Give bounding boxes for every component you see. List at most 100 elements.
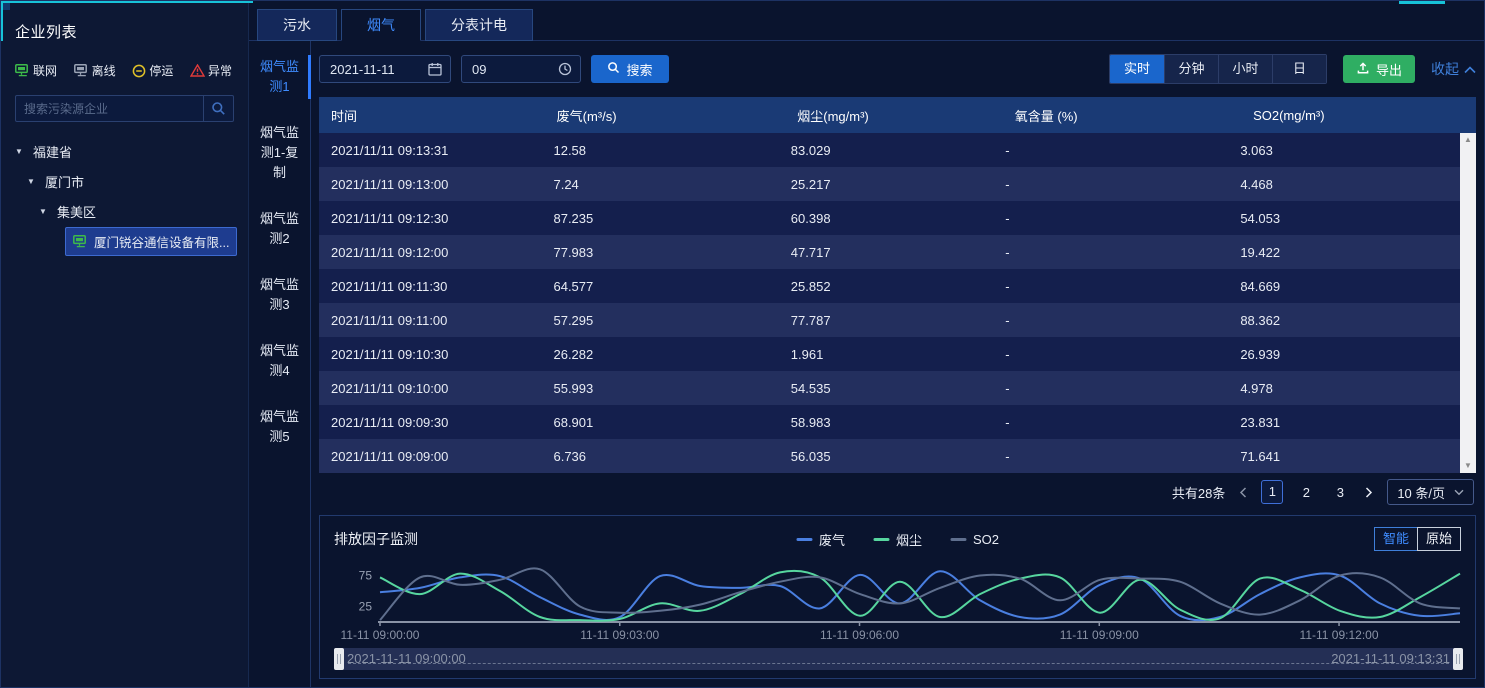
corner-accent <box>3 3 10 10</box>
tree-item[interactable]: ▼ 福建省 <box>15 136 234 166</box>
table-cell: 3.063 <box>1228 143 1460 158</box>
chart-mode-原始[interactable]: 原始 <box>1417 527 1461 551</box>
table-cell: 2021/11/11 09:11:00 <box>319 313 541 328</box>
next-page-icon[interactable] <box>1365 487 1373 498</box>
tab-污水[interactable]: 污水 <box>257 9 337 41</box>
legend-label: SO2 <box>973 532 999 547</box>
search-button[interactable]: 搜索 <box>591 55 669 83</box>
x-tick-label: 11-11 09:00:00 <box>341 628 420 642</box>
monitor-icon <box>73 235 88 248</box>
date-input[interactable] <box>330 62 422 77</box>
table-cell: 47.717 <box>779 245 994 260</box>
chart-mode-智能[interactable]: 智能 <box>1374 527 1418 551</box>
x-tick-label: 11-11 09:12:00 <box>1300 628 1379 642</box>
page-size-select[interactable]: 10 条/页 <box>1387 479 1474 505</box>
table-cell: 64.577 <box>541 279 778 294</box>
content: 搜索 实时分钟小时日 导出 收起 <box>311 41 1484 687</box>
legend-label: 离线 <box>92 62 116 79</box>
table-cell: 58.983 <box>779 415 994 430</box>
caret-down-icon[interactable]: ▼ <box>15 147 25 156</box>
corner-accent <box>1 1 253 3</box>
table-cell: - <box>993 449 1228 464</box>
top-tabbar: 污水烟气分表计电 <box>249 1 1484 41</box>
table-scrollbar[interactable]: ▲▼ <box>1460 133 1476 473</box>
granularity-小时[interactable]: 小时 <box>1218 55 1272 83</box>
slider-handle-right[interactable] <box>1453 648 1463 670</box>
table-cell: - <box>993 177 1228 192</box>
table-cell: - <box>993 415 1228 430</box>
caret-down-icon[interactable]: ▼ <box>27 177 37 186</box>
chart-legend-item-废气[interactable]: 废气 <box>796 530 845 549</box>
upload-icon <box>1356 61 1370 78</box>
scroll-up-icon[interactable]: ▲ <box>1464 136 1472 144</box>
tab-分表计电[interactable]: 分表计电 <box>425 9 533 41</box>
tree-item-company[interactable]: 厦门锐谷通信设备有限... <box>15 226 234 256</box>
time-picker[interactable] <box>461 55 581 83</box>
tab-烟气[interactable]: 烟气 <box>341 9 421 41</box>
tree-item[interactable]: ▼集美区 <box>15 196 234 226</box>
tree-item[interactable]: ▼厦门市 <box>15 166 234 196</box>
tree-item-label: 福建省 <box>33 142 72 161</box>
pagination: 共有28条 123 10 条/页 <box>319 473 1476 511</box>
page-button-1[interactable]: 1 <box>1261 480 1283 504</box>
table-cell: 4.978 <box>1228 381 1460 396</box>
table-cell: 55.993 <box>541 381 778 396</box>
table-cell: - <box>993 279 1228 294</box>
chart-title: 排放因子监测 <box>334 529 418 549</box>
status-legend: 联网离线停运异常 <box>15 62 234 79</box>
page-size-label: 10 条/页 <box>1397 483 1445 502</box>
y-tick-label: 25 <box>359 600 373 614</box>
table-cell: 77.787 <box>779 313 994 328</box>
calendar-icon <box>428 62 442 76</box>
clock-icon <box>558 62 572 76</box>
column-header: 烟尘(mg/m³) <box>785 106 1003 125</box>
monitor-offline-icon <box>74 64 89 77</box>
time-input[interactable] <box>472 62 552 77</box>
subtab-烟气监测2[interactable]: 烟气监测2 <box>249 209 310 249</box>
chart-legend-item-烟尘[interactable]: 烟尘 <box>873 530 922 549</box>
legend-swatch <box>950 538 966 541</box>
table-cell: 60.398 <box>779 211 994 226</box>
table-cell: 26.282 <box>541 347 778 362</box>
scroll-down-icon[interactable]: ▼ <box>1464 462 1472 470</box>
granularity-日[interactable]: 日 <box>1272 55 1326 83</box>
table-cell: 87.235 <box>541 211 778 226</box>
table-cell: 2021/11/11 09:11:30 <box>319 279 541 294</box>
circle-minus-icon <box>132 64 146 78</box>
subtab-烟气监测1[interactable]: 烟气监测1 <box>249 57 310 97</box>
table-cell: - <box>993 211 1228 226</box>
search-box <box>15 95 234 122</box>
legend-item-online: 联网 <box>15 62 57 79</box>
granularity-分钟[interactable]: 分钟 <box>1164 55 1218 83</box>
sidebar-title: 企业列表 <box>15 21 234 42</box>
page-button-3[interactable]: 3 <box>1329 485 1351 500</box>
selected-company[interactable]: 厦门锐谷通信设备有限... <box>65 227 237 256</box>
slider-end-label: 2021-11-11 09:13:31 <box>1331 648 1450 670</box>
time-range-slider[interactable]: 2021-11-11 09:00:00 2021-11-11 09:13:31 <box>334 648 1463 670</box>
table-cell: 2021/11/11 09:10:00 <box>319 381 541 396</box>
subtab-烟气监测1-复制[interactable]: 烟气监测1-复制 <box>249 123 310 183</box>
caret-down-icon[interactable]: ▼ <box>39 207 49 216</box>
page-button-2[interactable]: 2 <box>1295 485 1317 500</box>
export-button[interactable]: 导出 <box>1343 55 1415 83</box>
slider-track <box>348 663 1449 664</box>
slider-handle-left[interactable] <box>334 648 344 670</box>
table-cell: 77.983 <box>541 245 778 260</box>
search-icon[interactable] <box>203 96 233 121</box>
table-cell: - <box>993 245 1228 260</box>
subtab-烟气监测5[interactable]: 烟气监测5 <box>249 407 310 447</box>
prev-page-icon[interactable] <box>1239 487 1247 498</box>
table-cell: 6.736 <box>541 449 778 464</box>
collapse-link[interactable]: 收起 <box>1431 59 1476 79</box>
table-cell: 1.961 <box>779 347 994 362</box>
table-cell: 2021/11/11 09:09:30 <box>319 415 541 430</box>
subtab-烟气监测4[interactable]: 烟气监测4 <box>249 341 310 381</box>
date-picker[interactable] <box>319 55 451 83</box>
legend-label: 异常 <box>208 62 232 79</box>
chart-legend-item-SO2[interactable]: SO2 <box>950 530 999 549</box>
table-cell: 26.939 <box>1228 347 1460 362</box>
granularity-实时[interactable]: 实时 <box>1110 55 1164 83</box>
table-cell: 19.422 <box>1228 245 1460 260</box>
search-input[interactable] <box>16 102 203 116</box>
subtab-烟气监测3[interactable]: 烟气监测3 <box>249 275 310 315</box>
